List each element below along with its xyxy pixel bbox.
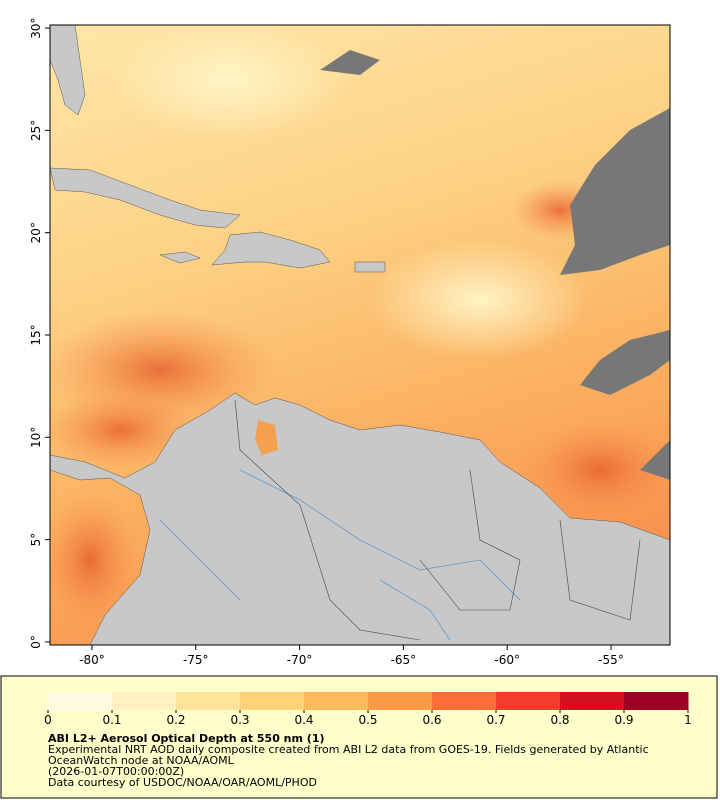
aod-field — [50, 490, 140, 630]
rivers — [159, 469, 521, 641]
y-tick-label: 0° — [29, 635, 43, 649]
florida — [50, 25, 86, 116]
colorbar-tick-label: 0.2 — [166, 713, 185, 727]
y-tick-label: 10° — [29, 427, 43, 448]
no-data — [320, 50, 380, 75]
cuba — [50, 167, 241, 229]
colorbar-swatch — [432, 692, 497, 710]
borders — [234, 399, 641, 641]
y-tick-label: 25° — [29, 120, 43, 141]
axis-ticks: -80° -75° -70° -65° -60° -55° 0° 5° 10° 15° 20° 25°… — [29, 17, 624, 667]
colorbar-swatch — [112, 692, 177, 710]
colorbar-swatch — [176, 692, 241, 710]
hispaniola — [211, 231, 331, 269]
x-tick-label: -60° — [494, 653, 520, 667]
y-tick-label: 5° — [29, 533, 43, 547]
colorbar-tick-label: 1 — [684, 713, 692, 727]
colorbar-tick-label: 0.8 — [550, 713, 569, 727]
jamaica — [159, 251, 201, 264]
colorbar-tick-label: 0.5 — [358, 713, 377, 727]
x-tick-label: -70° — [287, 653, 313, 667]
colorbar-swatch — [624, 692, 689, 710]
colorbar-swatch — [496, 692, 561, 710]
colorbar-tick-label: 0.9 — [614, 713, 633, 727]
no-data — [580, 330, 670, 395]
colorbar-swatch — [304, 692, 369, 710]
no-data — [560, 108, 670, 275]
caption-line: OceanWatch node at NOAA/AOML — [48, 754, 235, 767]
caption-line: Data courtesy of USDOC/NOAA/OAR/AOML/PHO… — [48, 776, 317, 789]
map-area — [50, 25, 670, 645]
colorbar-tick-label: 0.4 — [294, 713, 313, 727]
colorbar-swatch — [368, 692, 433, 710]
x-tick-label: -75° — [183, 653, 209, 667]
aod-field — [520, 420, 670, 520]
y-tick-label: 20° — [29, 222, 43, 243]
south-america — [50, 392, 670, 645]
colorbar-tick-label: 0.6 — [422, 713, 441, 727]
no-data — [640, 440, 670, 480]
caption-line: (2026-01-07T00:00:00Z) — [48, 765, 184, 778]
x-tick-label: -55° — [598, 653, 624, 667]
colorbar-tick-label: 0.7 — [486, 713, 505, 727]
legend-title: ABI L2+ Aerosol Optical Depth at 550 nm … — [48, 732, 325, 745]
x-tick-label: -65° — [391, 653, 417, 667]
land — [50, 25, 670, 645]
y-tick-label: 30° — [29, 17, 43, 38]
puerto-rico — [354, 261, 386, 273]
colorbar-swatch — [48, 692, 113, 710]
colorbar-swatch — [560, 692, 625, 710]
colorbar: 0 0.1 0.2 0.3 0.4 0.5 0.6 0.7 0.8 0.9 1 — [44, 692, 692, 727]
x-tick-label: -80° — [79, 653, 105, 667]
lake-maracaibo — [255, 420, 278, 455]
caption-line: Experimental NRT AOD daily composite cre… — [48, 743, 649, 756]
colorbar-tick-label: 0 — [44, 713, 52, 727]
aod-field — [370, 240, 590, 360]
colorbar-tick-label: 0.3 — [230, 713, 249, 727]
y-tick-label: 15° — [29, 324, 43, 345]
aod-field — [110, 25, 350, 140]
colorbar-swatch — [240, 692, 305, 710]
colorbar-tick-label: 0.1 — [102, 713, 121, 727]
